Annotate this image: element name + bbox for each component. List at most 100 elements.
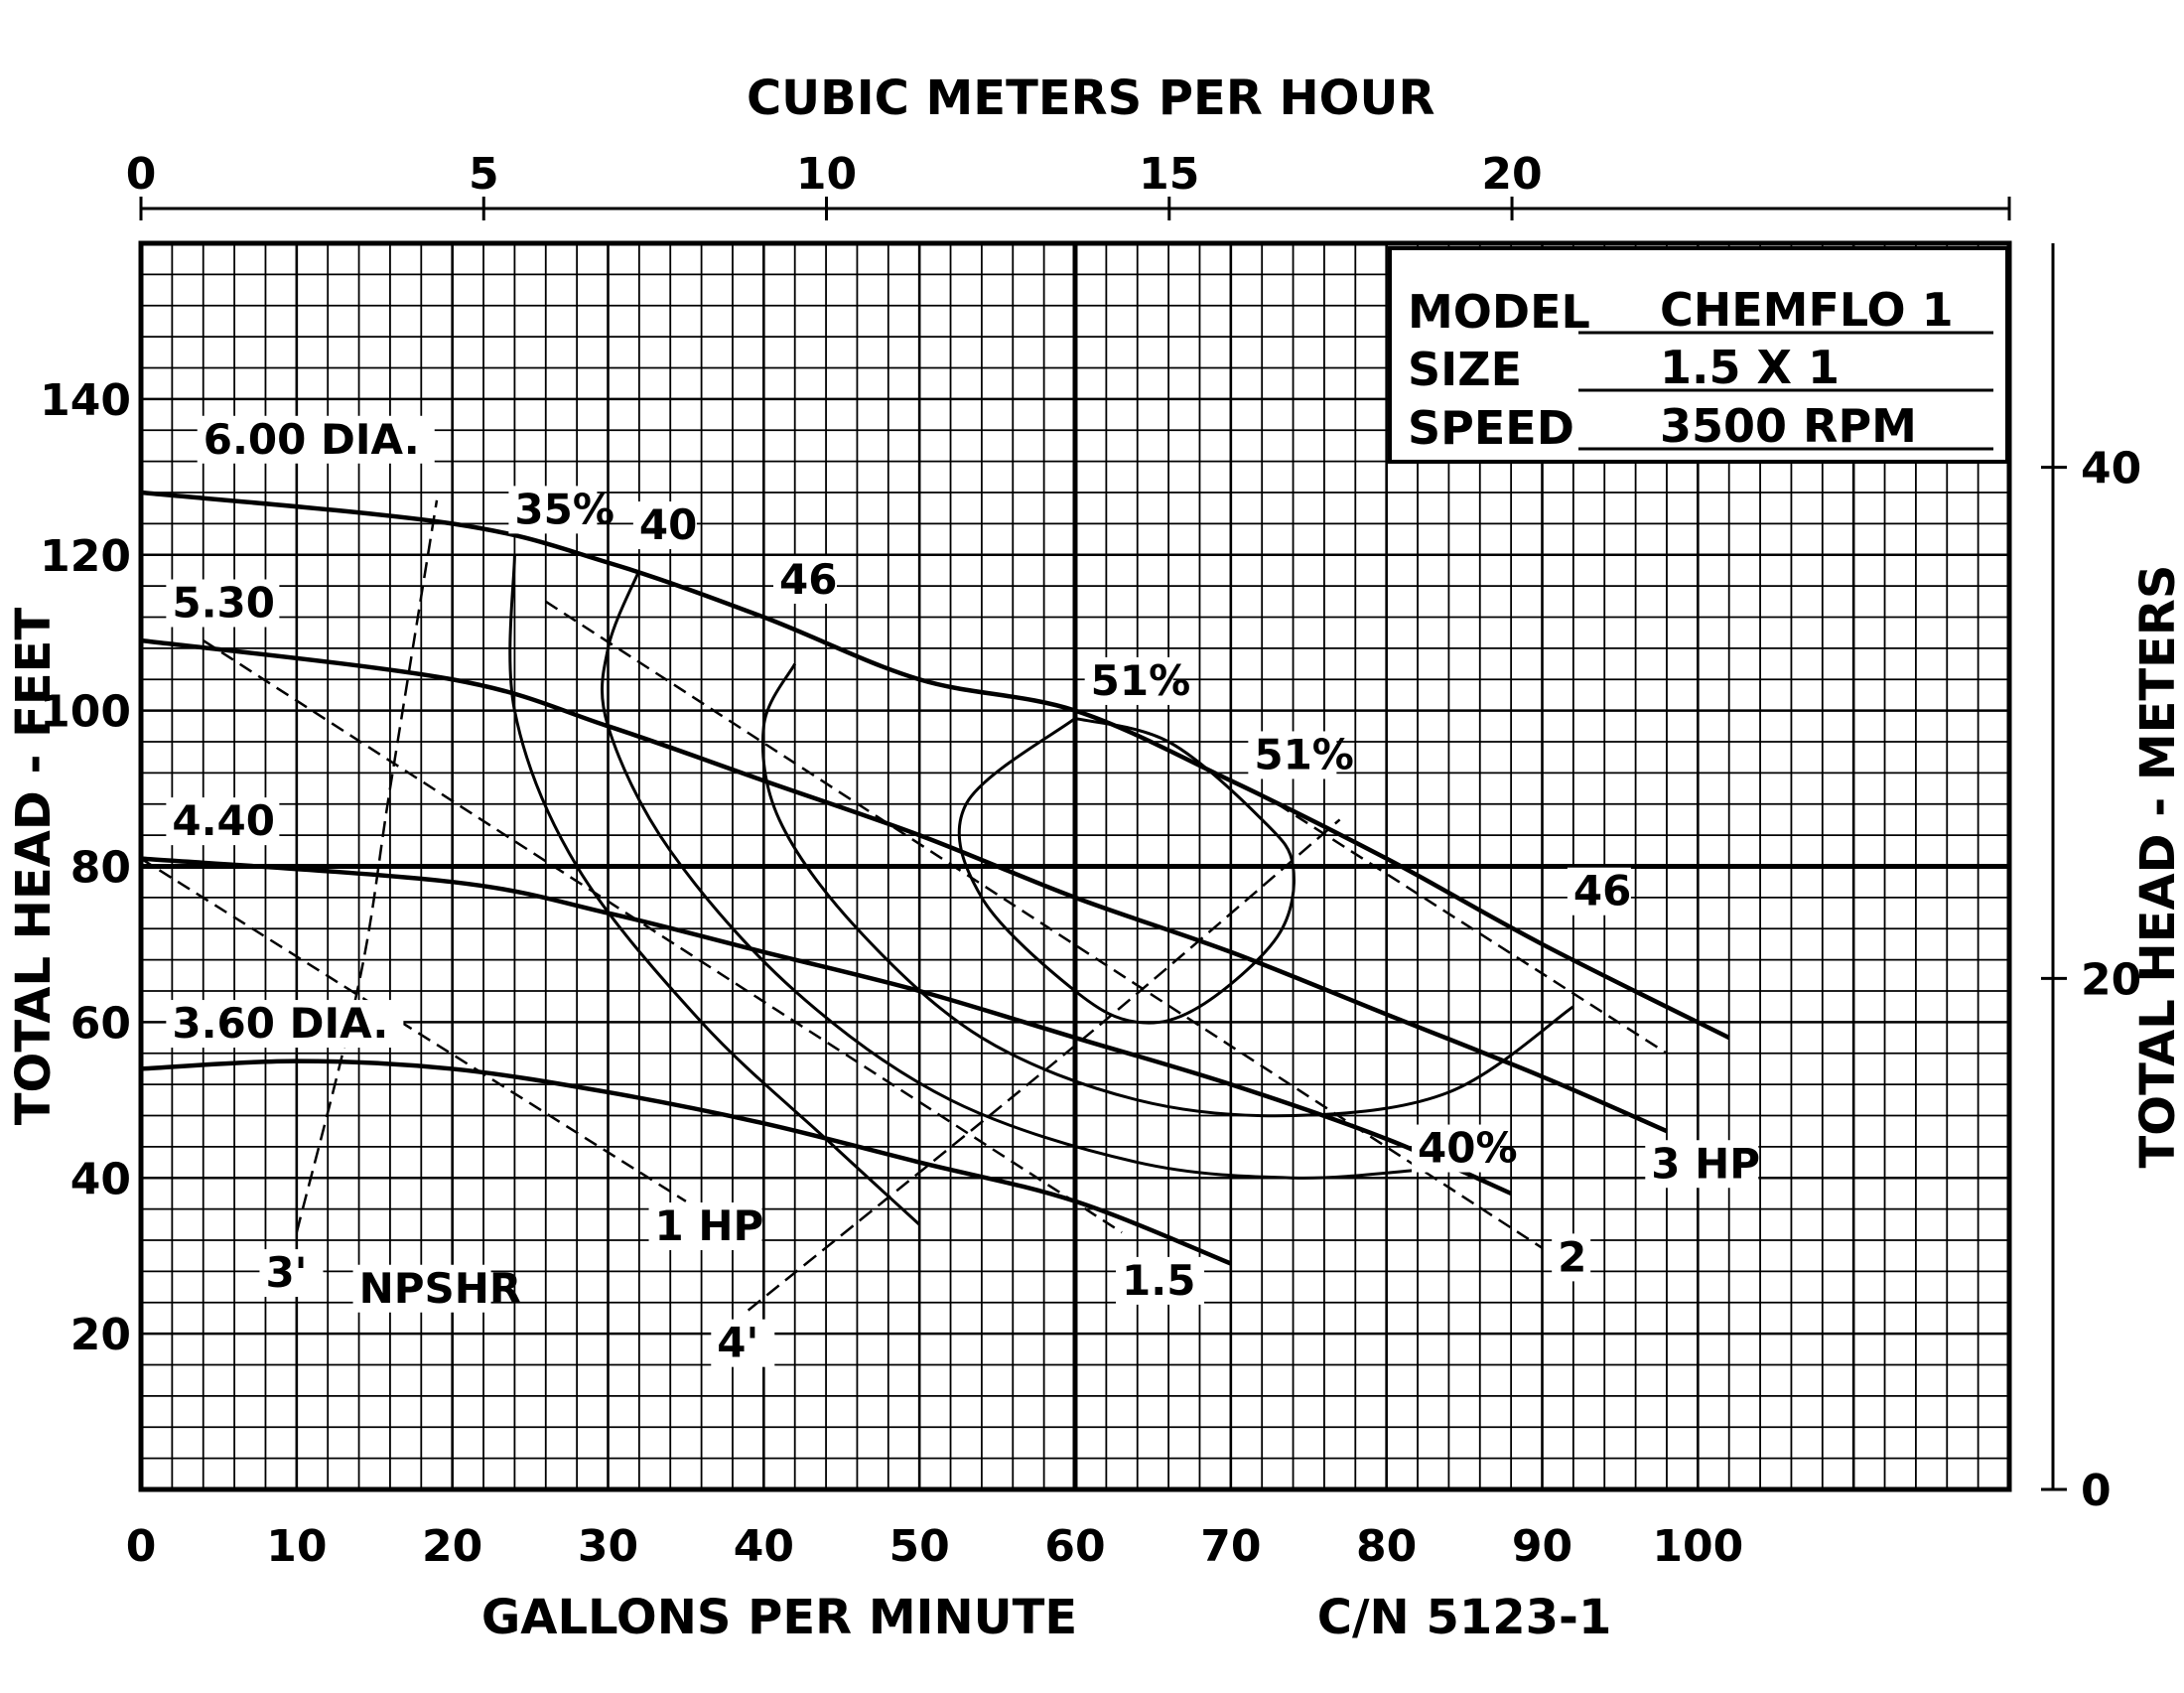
y-right-tick-label: 0 — [2081, 1466, 2112, 1516]
x-bottom-tick-label: 50 — [889, 1521, 950, 1572]
efficiency-curve-4 — [957, 717, 1296, 1025]
power-curve-2 — [545, 600, 1544, 1249]
x-bottom-tick-label: 0 — [126, 1521, 157, 1572]
impeller-curve-3 — [140, 1058, 1232, 1266]
info-box-key: MODEL — [1408, 285, 1590, 339]
efficiency-label-4-bg — [1084, 656, 1173, 705]
y-right-tick-label: 20 — [2081, 954, 2141, 1005]
power-label-1-bg — [1116, 1256, 1205, 1305]
npshr-curve-1 — [747, 818, 1341, 1312]
x-bottom-tick-label: 70 — [1200, 1521, 1261, 1572]
power-curve-0 — [140, 857, 687, 1202]
y-left-tick-label: 80 — [70, 843, 131, 894]
x-top-axis-title: CUBIC METERS PER HOUR — [747, 71, 1434, 126]
power-label-1: 1.5 — [1122, 1256, 1195, 1305]
efficiency-label-46-b-group: 46 — [1567, 867, 1631, 916]
curve-layer — [140, 490, 1730, 1312]
x-bottom-tick-label: 60 — [1044, 1521, 1105, 1572]
efficiency-label-2-group: 40% — [1412, 1124, 1518, 1173]
x-top-tick-label: 15 — [1139, 149, 1199, 200]
y-left-tick-label: 20 — [70, 1310, 131, 1360]
npshr-label-1-group: 4' — [711, 1319, 775, 1367]
npshr-label-1: 4' — [717, 1319, 758, 1367]
efficiency-label-0: 35% — [514, 485, 614, 533]
power-label-1-group: 1.5 — [1116, 1256, 1205, 1305]
y-right-axis-title: TOTAL HEAD - METERS — [2130, 565, 2184, 1169]
x-bottom-tick-label: 30 — [578, 1521, 638, 1572]
impeller-label-1-bg — [166, 579, 280, 628]
x-top-tick-label: 10 — [796, 149, 857, 200]
npshr-label-0-group: 3' — [259, 1248, 324, 1298]
x-bottom-tick-label: 20 — [422, 1521, 482, 1572]
efficiency-label-3-bg — [773, 555, 838, 604]
plot-frame — [138, 240, 2012, 1492]
info-box-value: 1.5 X 1 — [1660, 341, 1840, 394]
impeller-label-2-group: 4.40 — [166, 796, 280, 846]
y-left-tick-label: 120 — [40, 531, 131, 582]
power-label-3-group: 3 HP — [1645, 1139, 1760, 1189]
impeller-label-0: 6.00 DIA. — [204, 415, 420, 464]
efficiency-label-3: 46 — [779, 555, 837, 604]
efficiency-curve-1 — [600, 569, 1419, 1180]
power-label-2-group: 2 — [1552, 1232, 1591, 1282]
label-layer: 6.00 DIA. 5.30 4.40 3.60 DIA. 35% 40 40% 46 51% 5… — [166, 415, 1760, 1367]
annotation-label-0-bg — [352, 1264, 491, 1313]
x-top-tick-label: 5 — [469, 149, 499, 200]
impeller-label-3-bg — [166, 1000, 404, 1049]
power-label-2: 2 — [1558, 1232, 1586, 1281]
efficiency-label-1-bg — [632, 501, 697, 550]
power-label-3-bg — [1645, 1140, 1759, 1189]
efficiency-label-51-b: 51% — [1254, 730, 1354, 778]
impeller-label-0-bg — [197, 415, 435, 464]
annotation-label-0: NPSHR — [359, 1264, 522, 1313]
impeller-label-2-bg — [166, 797, 280, 846]
power-curve-1 — [203, 638, 1123, 1234]
impeller-label-1: 5.30 — [172, 579, 275, 628]
power-curve-3 — [1277, 802, 1668, 1055]
x-top-tick-label: 20 — [1481, 149, 1542, 200]
efficiency-label-46-b-bg — [1567, 867, 1631, 916]
impeller-label-0-group: 6.00 DIA. — [197, 415, 435, 464]
impeller-label-1-group: 5.30 — [166, 579, 280, 628]
power-label-0-bg — [648, 1202, 762, 1250]
efficiency-label-1: 40 — [639, 500, 697, 549]
x-bottom-axis-title: GALLONS PER MINUTE — [481, 1590, 1077, 1645]
catalog-number: C/N 5123-1 — [1317, 1590, 1612, 1645]
y-left-tick-label: 100 — [40, 687, 131, 738]
impeller-curve-0 — [140, 490, 1730, 1041]
efficiency-label-0-bg — [508, 486, 598, 534]
impeller-label-3-group: 3.60 DIA. — [166, 999, 404, 1049]
efficiency-label-0-group: 35% — [508, 485, 614, 534]
y-left-tick-label: 40 — [70, 1154, 131, 1204]
info-box-value: CHEMFLO 1 — [1660, 283, 1954, 337]
efficiency-label-51-b-group: 51% — [1248, 730, 1354, 779]
efficiency-label-46-b: 46 — [1573, 867, 1631, 916]
x-top-tick-label: 0 — [126, 149, 157, 200]
power-label-3: 3 HP — [1651, 1139, 1760, 1188]
npshr-label-0: 3' — [265, 1248, 307, 1297]
y-left-tick-label: 140 — [40, 375, 131, 426]
x-bottom-tick-label: 80 — [1356, 1521, 1417, 1572]
y-left-tick-label: 60 — [70, 998, 131, 1049]
npshr-label-1-bg — [711, 1319, 775, 1367]
x-bottom-tick-label: 100 — [1652, 1521, 1743, 1572]
efficiency-label-4: 51% — [1091, 656, 1191, 705]
power-label-0: 1 HP — [655, 1201, 764, 1250]
efficiency-curve-0 — [508, 554, 921, 1226]
info-box-key: SPEED — [1408, 401, 1574, 455]
info-box-key: SIZE — [1408, 343, 1522, 396]
info-box-value: 3500 RPM — [1660, 399, 1917, 453]
y-right-tick-label: 40 — [2081, 444, 2141, 494]
grid-layer: MODEL CHEMFLO 1 SIZE 1.5 X 1 SPEED 3500 RPM — [138, 240, 2012, 1492]
efficiency-label-3-group: 46 — [773, 555, 837, 604]
efficiency-label-51-b-bg — [1248, 731, 1337, 779]
x-bottom-tick-label: 10 — [266, 1521, 327, 1572]
impeller-label-2: 4.40 — [172, 796, 275, 845]
power-label-0-group: 1 HP — [648, 1201, 764, 1250]
npshr-curve-0 — [295, 499, 439, 1233]
x-bottom-tick-label: 40 — [734, 1521, 794, 1572]
efficiency-label-4-group: 51% — [1084, 656, 1191, 705]
